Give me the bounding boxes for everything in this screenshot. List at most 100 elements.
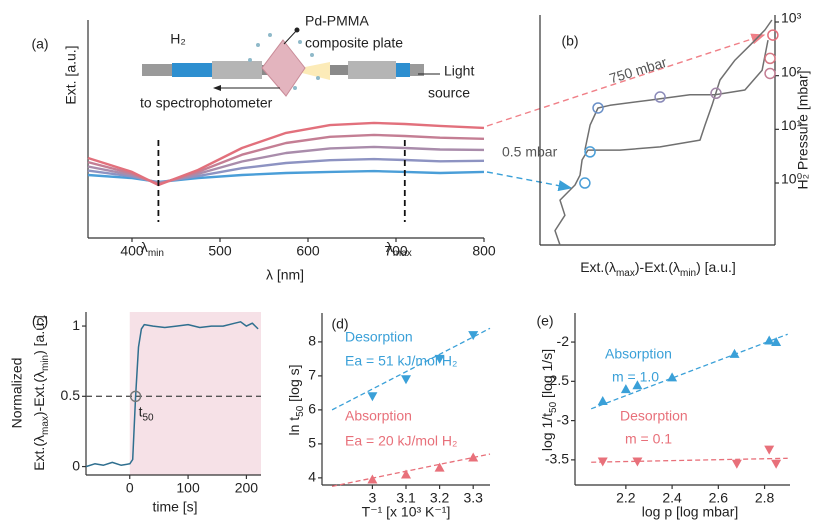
x-tick-label: 700	[384, 243, 408, 259]
x-tick-label: 2.8	[755, 490, 775, 506]
data-point	[597, 457, 608, 467]
x-axis-label: Ext.(λmax)-Ext.(λmin) [a.u.]	[580, 259, 736, 279]
series-name: Absorption	[605, 346, 672, 362]
inset-label: to spectrophotometer	[140, 95, 273, 111]
x-tick-label: 0	[126, 480, 134, 496]
text-part: ) [a.u.]	[696, 259, 736, 275]
point-label: t50	[139, 403, 154, 423]
fit-line	[331, 327, 491, 411]
series-line	[87, 121, 485, 187]
inset-label: H₂	[170, 31, 186, 47]
panel-label: (e)	[536, 313, 553, 329]
text-part: 50	[142, 412, 154, 423]
link-arrow	[486, 33, 766, 127]
data-point	[771, 337, 782, 347]
x-tick-label: 100	[176, 480, 200, 496]
data-point	[401, 375, 411, 385]
data-point	[771, 459, 782, 469]
text-part: log 1/t	[539, 413, 555, 451]
data-point	[764, 335, 775, 345]
series-note: m = 0.1	[625, 431, 672, 447]
series-line	[85, 321, 259, 468]
data-point	[764, 52, 776, 65]
text-part: Ext.(λ	[31, 435, 47, 471]
text-part: ) [a.u.]	[31, 315, 47, 355]
text-part: max	[40, 416, 51, 435]
y-tick-label: 10¹	[781, 117, 802, 133]
x-tick-label: 400	[120, 243, 144, 259]
series-note: Ea = 20 kJ/mol H₂	[345, 433, 457, 449]
data-point	[468, 331, 479, 341]
y-tick-label: 8	[308, 333, 316, 349]
data-point	[434, 354, 445, 364]
text-part: max	[616, 268, 635, 279]
x-axis-label: T⁻¹ [x 10³ K⁻¹]	[362, 504, 451, 520]
text-part: λ	[386, 239, 393, 255]
panel-label: (a)	[31, 36, 48, 52]
y-axis-label: Ext.(λmax)-Ext.(λmin) [a.u.]	[31, 315, 51, 471]
series-name: Absorption	[345, 408, 412, 424]
y-tick-label: -2.5	[545, 372, 569, 388]
text-part: [log 1/s]	[539, 349, 555, 402]
y-tick-label: 1	[72, 317, 80, 333]
data-point	[667, 372, 678, 382]
x-axis-label: log p [log mbar]	[642, 504, 739, 520]
data-point	[592, 102, 604, 114]
data-point	[367, 392, 378, 402]
x-tick-label: 2.4	[662, 490, 682, 506]
x-tick-label: 3.2	[430, 490, 450, 506]
inset-schematic	[142, 27, 440, 97]
x-tick-label: 3.1	[396, 490, 416, 506]
x-tick-label: 800	[472, 243, 496, 259]
x-tick-label: 500	[208, 243, 232, 259]
y-axis-label: log 1/t50 [log 1/s]	[539, 349, 559, 451]
x-tick-label: 600	[296, 243, 320, 259]
text-part: min	[40, 355, 51, 371]
data-point	[434, 462, 445, 472]
series-note: Ea = 51 kJ/mol H₂	[345, 353, 457, 369]
y-tick-label: 6	[308, 401, 316, 417]
fit-line	[591, 457, 788, 463]
data-point	[764, 67, 776, 80]
series-line	[554, 19, 773, 246]
inset-label: source	[428, 85, 470, 101]
text-part: 50	[548, 401, 559, 413]
data-point	[579, 177, 591, 189]
text-part: λ	[141, 239, 148, 255]
y-tick-label: 10⁰	[781, 171, 803, 187]
data-point	[468, 452, 479, 462]
y-tick-label: -3	[557, 411, 570, 427]
x-tick-label: 2.6	[709, 490, 729, 506]
y-tick-label: 0.5	[61, 387, 81, 403]
y-tick-label: 5	[308, 435, 316, 451]
data-point	[764, 445, 775, 455]
series-name: Desorption	[345, 329, 413, 345]
panel-label: (c)	[32, 313, 48, 329]
series-line	[87, 145, 485, 185]
annotation: 750 mbar	[607, 54, 669, 87]
data-point	[632, 457, 643, 467]
data-point	[401, 469, 411, 479]
y-tick-label: -3.5	[545, 451, 569, 467]
text-part: Ext.(λ	[580, 259, 616, 275]
text-part: max	[393, 248, 412, 259]
link-arrow	[486, 171, 573, 192]
text-part: min	[680, 268, 696, 279]
shaded-region	[129, 312, 261, 475]
y-axis-label: H₂ Pressure [mbar]	[795, 70, 811, 189]
annotation: 0.5 mbar	[502, 144, 558, 160]
y-tick-label: 10³	[781, 10, 802, 26]
series-name: Desorption	[620, 408, 688, 424]
inset-label: Pd-PMMA	[305, 13, 369, 29]
marker-label: λmin	[141, 239, 164, 259]
data-point	[731, 459, 742, 469]
y-tick-label: 7	[308, 367, 316, 383]
data-point	[597, 395, 608, 405]
data-point	[654, 91, 666, 103]
x-axis-label: λ [nm]	[266, 267, 304, 283]
panel-label: (b)	[561, 33, 578, 49]
text-part: [log s]	[286, 364, 302, 405]
data-point	[729, 348, 740, 358]
y-axis-label: ln t50 [log s]	[286, 364, 306, 435]
